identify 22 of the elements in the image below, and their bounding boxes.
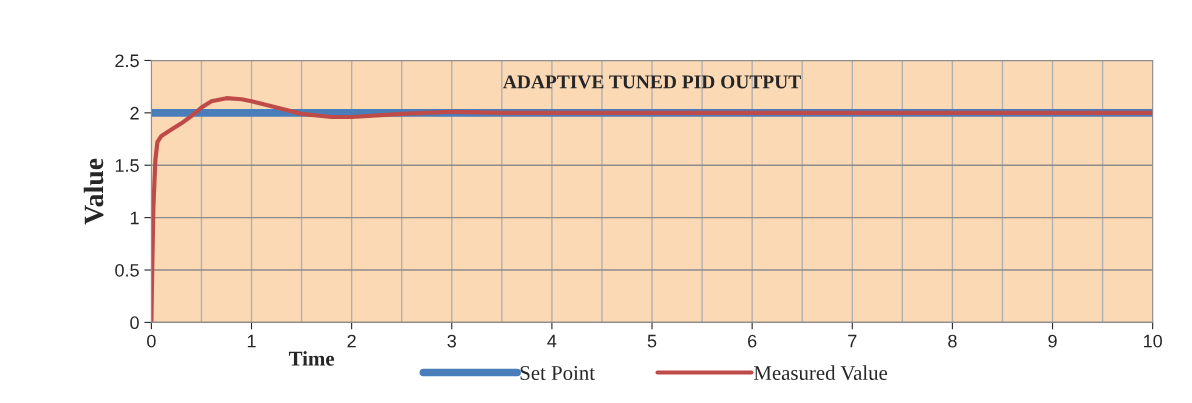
x-tick-label: 2 bbox=[347, 334, 356, 348]
y-tick-label: 1 bbox=[130, 211, 139, 225]
x-tick-label: 3 bbox=[447, 334, 456, 348]
x-tick-label: 1 bbox=[247, 334, 256, 348]
y-tick-label: 2.5 bbox=[115, 54, 139, 68]
y-tick-label: 2 bbox=[130, 106, 139, 120]
x-tick-label: 6 bbox=[748, 334, 757, 348]
x-tick-label: 7 bbox=[848, 334, 857, 348]
y-tick-label: 0 bbox=[130, 316, 139, 330]
x-tick-label: 10 bbox=[1144, 334, 1162, 348]
y-axis-title: Value bbox=[83, 158, 104, 225]
x-tick-label: 9 bbox=[1048, 334, 1057, 348]
legend-label: Set Point bbox=[520, 366, 595, 381]
x-tick-label: 4 bbox=[547, 334, 557, 348]
y-tick-label: 1.5 bbox=[115, 159, 139, 172]
x-tick-label: 8 bbox=[948, 334, 957, 348]
legend-label: Measured Value bbox=[753, 365, 888, 381]
x-axis-title: Time bbox=[288, 351, 335, 366]
text: ADAPTIVE TUNED PID OUTPUT bbox=[503, 75, 801, 89]
x-tick-label: 5 bbox=[647, 334, 657, 348]
x-tick-label: 0 bbox=[147, 334, 156, 348]
y-tick-label: 0.5 bbox=[115, 263, 139, 277]
